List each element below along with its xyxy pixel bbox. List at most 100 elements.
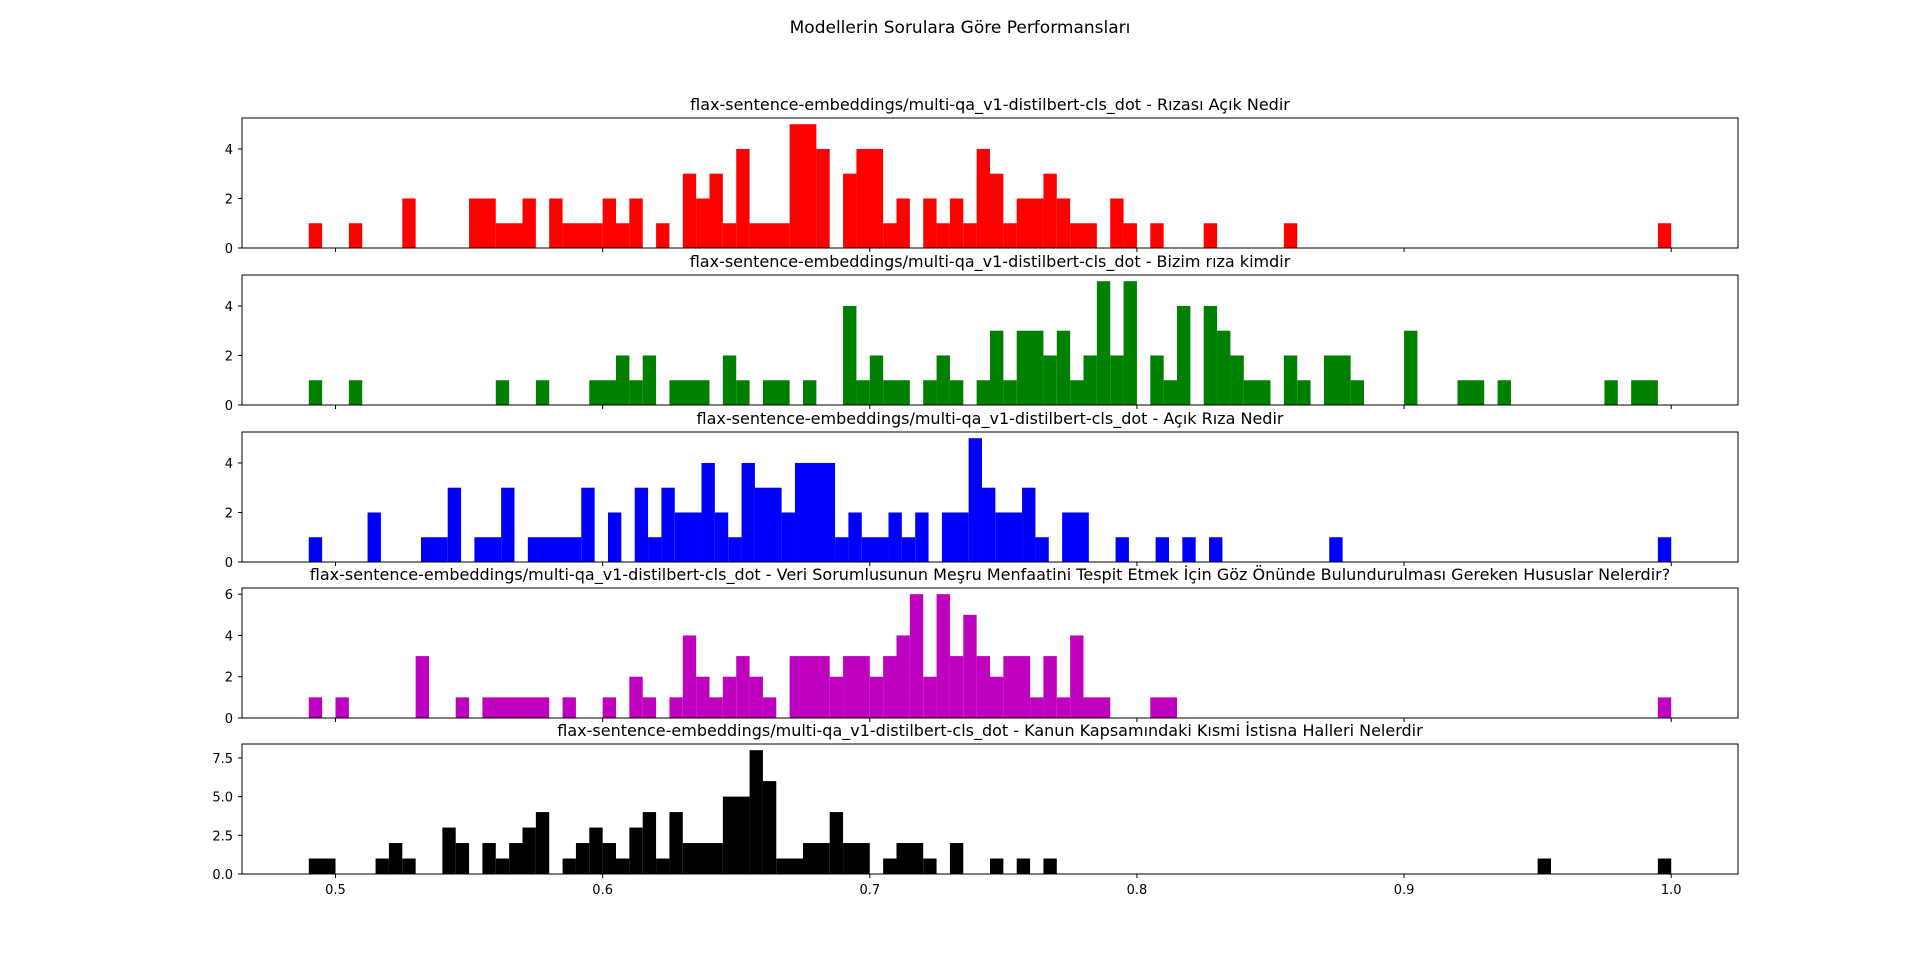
histogram-bar xyxy=(602,843,616,874)
x-tick-label: 0.9 xyxy=(1394,883,1415,898)
y-tick-label: 4 xyxy=(225,457,233,472)
x-tick-label: 0.7 xyxy=(859,883,880,898)
y-tick-label: 4 xyxy=(225,629,233,644)
y-tick-label: 2 xyxy=(225,671,233,686)
histogram-bar xyxy=(348,380,363,405)
histogram-bar xyxy=(674,512,702,562)
y-tick-label: 7.5 xyxy=(212,752,233,767)
histogram-panel-2: 0 2 4 flax-sentence-embeddings/multi-qa_v1-… xyxy=(225,252,1739,414)
histogram-bar xyxy=(402,858,416,874)
histogram-panel-1: 0 2 4 flax-sentence-embeddings/multi-qa_v1-… xyxy=(225,95,1739,257)
histogram-bar xyxy=(696,198,710,248)
histogram-bar xyxy=(1497,380,1511,405)
histogram-bar xyxy=(949,380,964,405)
histogram-bar xyxy=(781,512,795,562)
histogram-bar xyxy=(883,380,910,405)
subplot-title: flax-sentence-embeddings/multi-qa_v1-dis… xyxy=(690,252,1291,272)
histogram-bar xyxy=(375,858,389,874)
histogram-bar xyxy=(936,594,950,718)
histogram-bar xyxy=(1657,537,1672,562)
histogram-bar xyxy=(803,843,830,874)
histogram-bar xyxy=(915,512,929,562)
histogram-bar xyxy=(562,223,603,248)
axes-frame xyxy=(241,274,1739,406)
histogram-bar xyxy=(990,676,1004,718)
histogram-bar xyxy=(1323,355,1351,405)
histogram-bar xyxy=(990,858,1004,874)
histogram-bar xyxy=(482,697,550,718)
histogram-bar xyxy=(589,380,616,405)
histogram-bar xyxy=(308,537,323,562)
histogram-bar xyxy=(835,537,849,562)
histogram-bar xyxy=(656,223,670,248)
histogram-panel-3: 0 2 4 flax-sentence-embeddings/multi-qa_v1-… xyxy=(225,409,1739,571)
histogram-bar xyxy=(308,858,336,874)
histogram-bar xyxy=(1631,380,1658,405)
histogram-bar xyxy=(1350,380,1364,405)
histogram-bar xyxy=(602,697,616,718)
histogram-bar xyxy=(308,380,323,405)
x-tick-label: 1.0 xyxy=(1661,883,1682,898)
histogram-bar xyxy=(901,537,916,562)
histogram-bar xyxy=(696,676,710,718)
y-tick-label: 0.0 xyxy=(212,868,233,883)
histogram-bar xyxy=(1003,223,1017,248)
histogram-panel-5: 0.0 2.5 5.0 7.5 0.5 0.6 0.7 0.8 0.9 1.0 flax-sente… xyxy=(212,721,1739,898)
histogram-bar xyxy=(829,676,844,718)
histogram-bar xyxy=(1182,537,1196,562)
y-tick-label: 0 xyxy=(225,242,233,257)
histogram-bar xyxy=(936,223,950,248)
histogram-bar xyxy=(883,656,897,718)
histogram-bar xyxy=(990,173,1004,248)
histogram-bar xyxy=(1022,487,1036,562)
x-tick-label: 0.5 xyxy=(325,883,346,898)
histogram-bar xyxy=(469,198,496,248)
histogram-bar xyxy=(581,487,595,562)
histogram-bar xyxy=(1163,380,1177,405)
axes-frame xyxy=(241,587,1739,719)
histogram-bar xyxy=(669,697,683,718)
y-tick-label: 4 xyxy=(225,300,233,315)
histogram-bar xyxy=(789,656,830,718)
histogram-bar xyxy=(1043,858,1057,874)
histogram-bar xyxy=(803,380,817,405)
histogram-bar xyxy=(896,198,910,248)
histogram-bar xyxy=(575,843,590,874)
histogram-bar xyxy=(682,635,697,718)
histogram-bar xyxy=(709,173,723,248)
histogram-bar xyxy=(981,487,996,562)
histogram-bar xyxy=(1657,858,1672,874)
histogram-bar xyxy=(1457,380,1485,405)
histogram-bar xyxy=(482,843,496,874)
histogram-bar xyxy=(589,827,603,874)
histogram-bar xyxy=(642,812,657,874)
histogram-bar xyxy=(308,223,323,248)
histogram-bar xyxy=(669,812,683,874)
histogram-bar xyxy=(495,380,510,405)
histogram-bar xyxy=(562,697,576,718)
histogram-bar xyxy=(495,223,523,248)
histogram-bar xyxy=(1110,355,1124,405)
histogram-bar xyxy=(949,656,964,718)
histogram-bar xyxy=(923,380,937,405)
histogram-bar xyxy=(602,198,616,248)
histogram-bar xyxy=(722,223,737,248)
histogram-bar xyxy=(607,512,622,562)
histogram-bar xyxy=(474,537,502,562)
histogram-bar xyxy=(762,781,777,874)
histogram-bar xyxy=(1404,330,1418,405)
histogram-bar xyxy=(656,858,670,874)
histogram-bar xyxy=(1230,355,1244,405)
histogram-bar xyxy=(963,223,977,248)
y-tick-label: 6 xyxy=(225,588,233,603)
histogram-bar xyxy=(883,858,897,874)
histogram-bar xyxy=(1155,537,1169,562)
histogram-bar xyxy=(335,697,349,718)
histogram-bar xyxy=(976,380,990,405)
histogram-bar xyxy=(762,697,777,718)
histogram-bar xyxy=(495,858,510,874)
axes-frame xyxy=(241,117,1739,249)
y-tick-label: 4 xyxy=(225,143,233,158)
subplot-title: flax-sentence-embeddings/multi-qa_v1-dis… xyxy=(697,409,1284,429)
